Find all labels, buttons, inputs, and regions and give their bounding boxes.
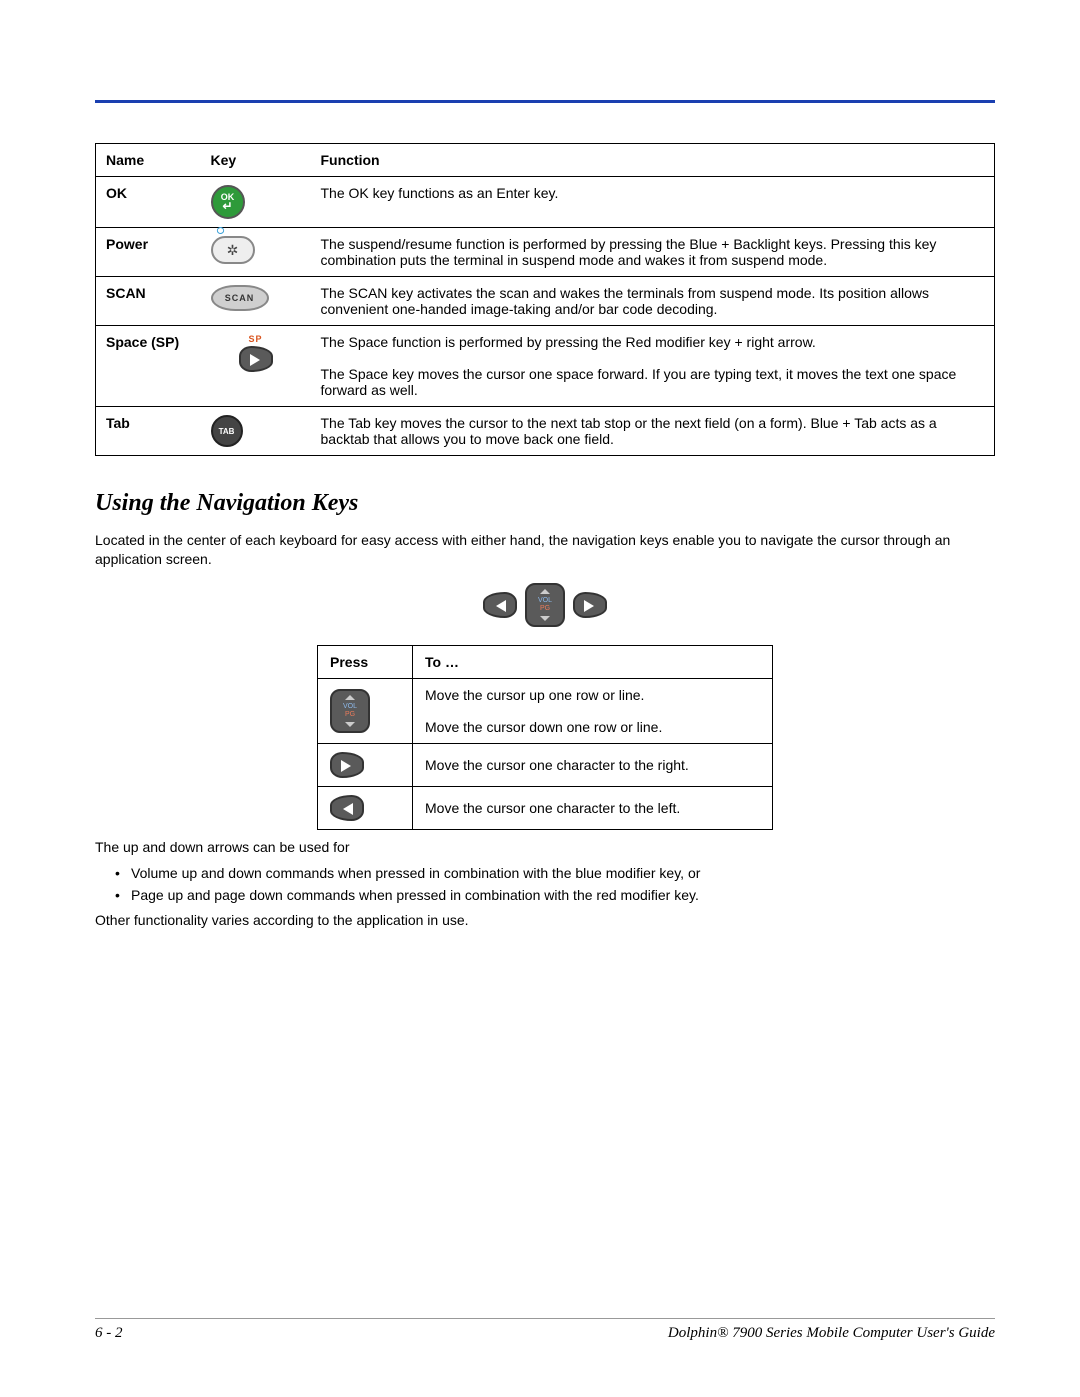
press-icon bbox=[318, 786, 413, 829]
pg-label: PG bbox=[540, 605, 550, 612]
navigation-table: Press To … VOL PG Move the cursor up one… bbox=[317, 645, 773, 830]
table-row: Move the cursor one character to the lef… bbox=[318, 786, 773, 829]
table-row: Power The suspend/resume function is per… bbox=[96, 228, 995, 277]
row-function: The OK key functions as an Enter key. bbox=[311, 177, 995, 228]
right-arrow-key-icon bbox=[573, 592, 607, 618]
sp-label: SP bbox=[248, 334, 262, 344]
right-arrow-key-icon bbox=[330, 752, 364, 778]
th-to: To … bbox=[413, 645, 773, 678]
row-name: SCAN bbox=[96, 277, 201, 326]
closing-paragraph: Other functionality varies according to … bbox=[95, 911, 995, 930]
list-item: Volume up and down commands when pressed… bbox=[115, 865, 995, 881]
press-icon: VOL PG bbox=[318, 678, 413, 743]
th-key: Key bbox=[201, 144, 311, 177]
row-function: The SCAN key activates the scan and wake… bbox=[311, 277, 995, 326]
press-icon bbox=[318, 743, 413, 786]
volpg-key-icon: VOL PG bbox=[330, 689, 370, 733]
right-arrow-key-icon bbox=[239, 346, 273, 372]
row-key-icon: SP bbox=[201, 326, 311, 407]
row-name: Space (SP) bbox=[96, 326, 201, 407]
vol-label: VOL bbox=[538, 597, 552, 604]
section-heading: Using the Navigation Keys bbox=[95, 490, 995, 517]
bullet-list: Volume up and down commands when pressed… bbox=[115, 865, 995, 903]
table-row: Tab TAB The Tab key moves the cursor to … bbox=[96, 407, 995, 456]
ok-key-icon: OK ↵ bbox=[211, 185, 245, 219]
row-key-icon: SCAN bbox=[201, 277, 311, 326]
after-paragraph: The up and down arrows can be used for bbox=[95, 838, 995, 857]
row-key-icon bbox=[201, 228, 311, 277]
power-key-icon bbox=[211, 236, 255, 264]
list-item: Page up and page down commands when pres… bbox=[115, 887, 995, 903]
vol-label: VOL bbox=[343, 703, 357, 710]
ok-arrow-icon: ↵ bbox=[222, 202, 232, 212]
row-function: The Space function is performed by press… bbox=[311, 326, 995, 407]
row-name: Power bbox=[96, 228, 201, 277]
page-number: 6 - 2 bbox=[95, 1325, 123, 1342]
page-footer: 6 - 2 Dolphin® 7900 Series Mobile Comput… bbox=[95, 1318, 995, 1342]
row-function: The Tab key moves the cursor to the next… bbox=[311, 407, 995, 456]
key-function-table: Name Key Function OK OK ↵ The OK key fun… bbox=[95, 143, 995, 456]
table-row: OK OK ↵ The OK key functions as an Enter… bbox=[96, 177, 995, 228]
intro-paragraph: Located in the center of each keyboard f… bbox=[95, 531, 995, 569]
row-name: Tab bbox=[96, 407, 201, 456]
row-key-icon: OK ↵ bbox=[201, 177, 311, 228]
scan-key-icon: SCAN bbox=[211, 285, 269, 311]
th-function: Function bbox=[311, 144, 995, 177]
pg-label: PG bbox=[345, 711, 355, 718]
table-row: VOL PG Move the cursor up one row or lin… bbox=[318, 678, 773, 743]
th-name: Name bbox=[96, 144, 201, 177]
footer-title: Dolphin® 7900 Series Mobile Computer Use… bbox=[668, 1325, 995, 1342]
to-text: Move the cursor one character to the lef… bbox=[413, 786, 773, 829]
header-rule bbox=[95, 100, 995, 103]
table-row: Move the cursor one character to the rig… bbox=[318, 743, 773, 786]
row-key-icon: TAB bbox=[201, 407, 311, 456]
table-row: SCAN SCAN The SCAN key activates the sca… bbox=[96, 277, 995, 326]
left-arrow-key-icon bbox=[330, 795, 364, 821]
row-function: The suspend/resume function is performed… bbox=[311, 228, 995, 277]
to-text: Move the cursor up one row or line. Move… bbox=[413, 678, 773, 743]
to-text: Move the cursor one character to the rig… bbox=[413, 743, 773, 786]
th-press: Press bbox=[318, 645, 413, 678]
row-name: OK bbox=[96, 177, 201, 228]
volpg-key-icon: VOL PG bbox=[525, 583, 565, 627]
left-arrow-key-icon bbox=[483, 592, 517, 618]
table-row: Space (SP) SP The Space function is perf… bbox=[96, 326, 995, 407]
navigation-cluster-figure: VOL PG bbox=[95, 583, 995, 627]
tab-key-icon: TAB bbox=[211, 415, 243, 447]
